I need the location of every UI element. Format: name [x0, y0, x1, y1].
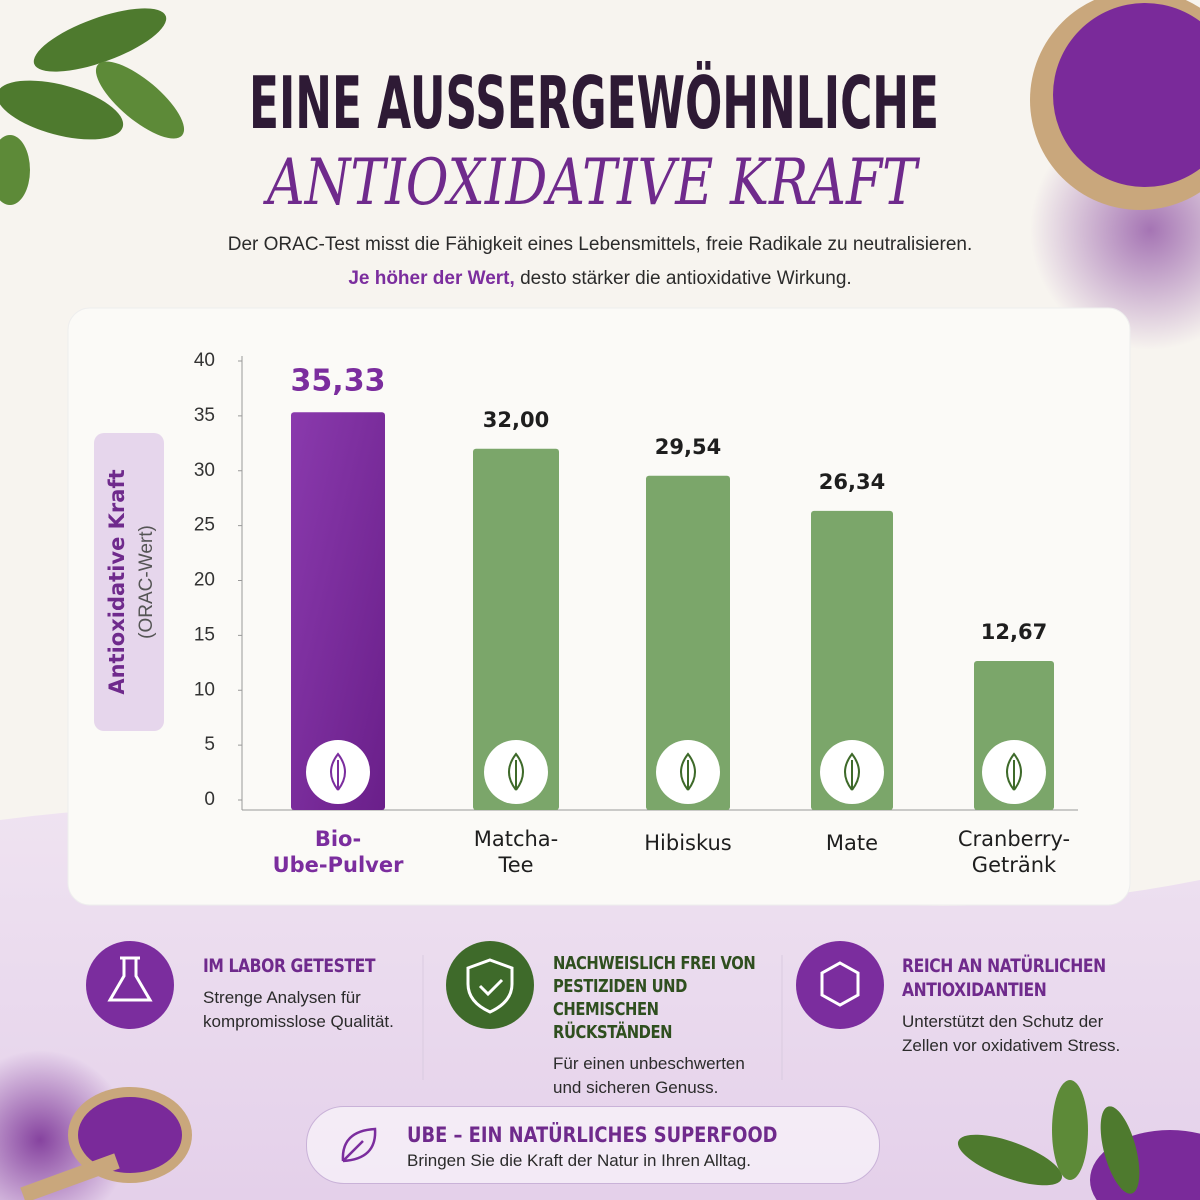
bar [473, 448, 559, 810]
bar-icon-glyph [844, 752, 860, 791]
y-tick-label: 5 [204, 734, 215, 755]
x-tick-label: Cranberry-Getränk [958, 827, 1070, 877]
value-label: 35,33 [291, 363, 386, 398]
y-axis-title: Antioxidative Kraft [105, 469, 129, 694]
value-label: 29,54 [655, 435, 721, 459]
y-tick-label: 25 [194, 515, 215, 536]
flask-icon [107, 956, 153, 1002]
value-label: 26,34 [819, 470, 885, 494]
y-label-box [94, 433, 164, 731]
bar-icon-glyph [508, 752, 524, 791]
molecule-icon [820, 961, 860, 1007]
plot: 0 5 10 15 20 25 30 35 40 35,33 Bio-Ube-Pulver 32,00… [194, 350, 1078, 877]
bar [291, 412, 385, 810]
y-tick-label: 15 [194, 624, 215, 645]
feature-title: NACHWEISLICH FREI VON PESTIZIDEN UND CHE… [553, 953, 756, 1043]
x-tick-label: Bio-Ube-Pulver [273, 827, 405, 877]
bar-icon-glyph [330, 752, 346, 791]
title-line-2: ANTIOXIDATIVE KRAFT [263, 146, 921, 220]
intro-rest: desto stärker die antioxidative Wirkung. [520, 268, 852, 289]
x-tick-label: Mate [826, 831, 878, 855]
feature: NACHWEISLICH FREI VON PESTIZIDEN UND CHE… [553, 952, 773, 1100]
feature-title: REICH AN NATÜRLICHEN ANTIOXIDANTIEN [902, 955, 1106, 1001]
feature-text: Strenge Analysen für kompromisslose Qual… [203, 988, 394, 1031]
y-tick-label: 0 [204, 789, 215, 810]
bar-icon-glyph [1006, 752, 1022, 791]
feature-text: Für einen unbeschwerten und sicheren Gen… [553, 1054, 745, 1097]
footer-title: UBE – EIN NATÜRLICHES SUPERFOOD [407, 1123, 778, 1147]
value-label: 12,67 [981, 620, 1047, 644]
chart-card [67, 307, 1131, 906]
y-tick-label: 20 [194, 570, 215, 591]
y-tick-label: 35 [194, 405, 215, 426]
y-tick-label: 30 [194, 460, 215, 481]
shield-icon [466, 958, 514, 1014]
leaf-icon [341, 1127, 377, 1163]
footer-text: Bringen Sie die Kraft der Natur in Ihren… [407, 1151, 751, 1170]
y-tick-label: 10 [194, 679, 215, 700]
y-axis-subtitle: (ORAC-Wert) [136, 525, 157, 639]
x-tick-label: Matcha-Tee [474, 827, 559, 877]
bottom-decor [0, 1050, 1200, 1200]
feature-icon [446, 941, 534, 1029]
feature-icon [86, 941, 174, 1029]
value-label: 32,00 [483, 408, 549, 432]
powder-bowl [1030, 0, 1200, 350]
feature: REICH AN NATÜRLICHEN ANTIOXIDANTIEN Unte… [902, 954, 1152, 1058]
y-tick-label: 40 [194, 350, 215, 371]
footer-pill: UBE – EIN NATÜRLICHES SUPERFOOD Bringen … [306, 1106, 880, 1184]
intro-highlight: Je höher der Wert, [348, 268, 515, 289]
feature-text: Unterstützt den Schutz der Zellen vor ox… [902, 1012, 1121, 1055]
intro: Der ORAC-Test misst die Fähigkeit eines … [100, 228, 1100, 296]
x-tick-label: Hibiskus [644, 831, 732, 855]
intro-line: Der ORAC-Test misst die Fähigkeit eines … [227, 234, 973, 255]
bar-icon-glyph [680, 752, 696, 791]
feature: IM LABOR GETESTET Strenge Analysen für k… [203, 954, 403, 1034]
bar [811, 510, 893, 810]
intro-line-2: Je höher der Wert, desto stärker die ant… [100, 262, 1100, 296]
bar [646, 475, 730, 810]
leaves [0, 8, 185, 205]
feature-title: IM LABOR GETESTET [203, 955, 376, 977]
feature-icon [796, 941, 884, 1029]
title-line-1: EINE AUSSERGEWÖHNLICHE [249, 61, 939, 145]
